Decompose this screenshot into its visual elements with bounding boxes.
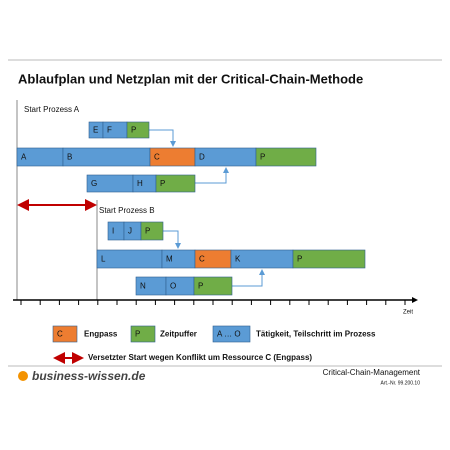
activity-label: E (93, 126, 98, 135)
activity-label: P (160, 179, 165, 188)
axis-arrow (412, 297, 418, 303)
arrow-legend: Versetzter Start wegen Konflikt um Resso… (88, 353, 312, 362)
brand: business-wissen.de (32, 369, 146, 383)
activity-label: P (198, 282, 203, 291)
logo-dot (18, 371, 28, 381)
activity-box (292, 249, 366, 269)
activity-label: H (137, 179, 143, 188)
activity-label: I (112, 227, 114, 236)
flow-arrow (149, 129, 176, 147)
activity-box (155, 174, 196, 193)
activity-box (123, 221, 142, 241)
legend-box (52, 325, 78, 343)
axis-ticks (20, 300, 406, 305)
activity-label: J (128, 227, 132, 236)
activity-label: C (199, 255, 205, 264)
legend-label: Tätigkeit, Teilschritt im Prozess (256, 330, 376, 339)
legend-symbol: P (135, 330, 140, 339)
start-label: Start Prozess B (99, 206, 155, 215)
axis-label: Zeit (403, 310, 413, 316)
flow-arrow (195, 167, 229, 184)
activity-box (62, 147, 151, 167)
activity-label: M (166, 255, 173, 264)
activity-label: B (67, 153, 72, 162)
legend-box (212, 325, 251, 343)
activity-label: N (140, 282, 146, 291)
activity-label: P (145, 227, 150, 236)
activity-label: G (91, 179, 97, 188)
activity-label: F (107, 126, 112, 135)
article: Art.-Nr. 99.200.10 (381, 380, 421, 386)
legend-label: Engpass (84, 330, 118, 339)
legend: C Engpass P Zeitpuffer A … O Tätigkeit, Teils… (52, 325, 376, 343)
activity-label: D (199, 153, 205, 162)
legend-box (130, 325, 156, 343)
activity-label: A (21, 153, 27, 162)
topic: Critical-Chain-Management (323, 368, 421, 377)
legend-symbol: A … O (217, 330, 241, 339)
activities: E F P A B C D P G H P I J P L M C K P N O P (16, 121, 366, 296)
activity-box (96, 249, 163, 269)
legend-label: Zeitpuffer (160, 330, 197, 339)
legend-symbol: C (57, 330, 63, 339)
title: Ablaufplan und Netzplan mit der Critical… (18, 71, 363, 86)
activity-label: O (170, 282, 176, 291)
activity-label: P (131, 126, 136, 135)
activity-box (193, 276, 233, 296)
start-label: Start Prozess A (24, 105, 80, 114)
activity-box (107, 221, 125, 241)
activity-label: K (235, 255, 241, 264)
flow-arrow (232, 269, 265, 287)
activity-label: L (101, 255, 106, 264)
flow-arrow (163, 230, 181, 249)
activity-box (140, 221, 164, 241)
activity-label: C (154, 153, 160, 162)
activity-label: P (260, 153, 265, 162)
activity-box (255, 147, 317, 167)
activity-label: P (297, 255, 302, 264)
activity-box (126, 121, 150, 139)
